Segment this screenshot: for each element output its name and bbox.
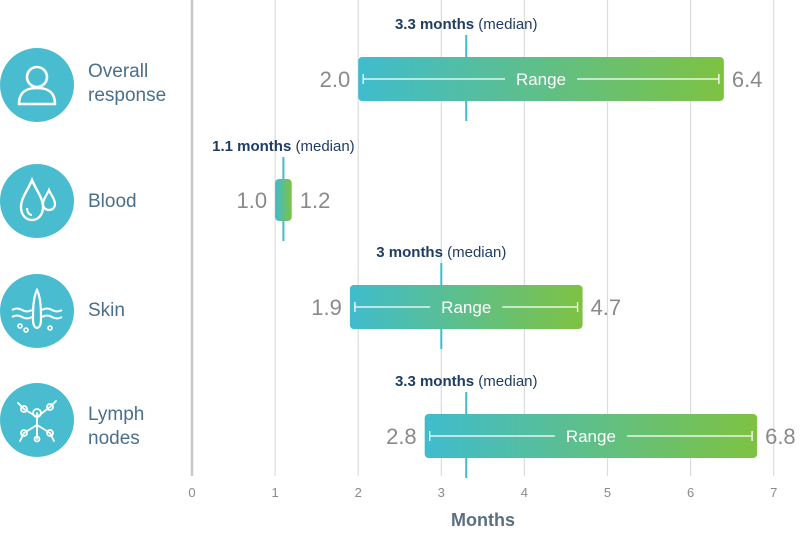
x-tick-label: 5 bbox=[604, 485, 611, 500]
row-label-lymph-nodes: Lymph nodes bbox=[88, 403, 198, 451]
range-text: Range bbox=[516, 70, 566, 89]
x-tick-label: 6 bbox=[687, 485, 694, 500]
skin-hair-follicle-icon bbox=[0, 274, 74, 348]
range-bar bbox=[358, 57, 724, 101]
row-label-overall-response: Overall response bbox=[88, 60, 198, 108]
blood-drops-icon bbox=[0, 164, 74, 238]
range-min-label: 1.9 bbox=[311, 295, 342, 320]
x-tick-label: 7 bbox=[770, 485, 777, 500]
row-label-line: response bbox=[88, 85, 167, 106]
row-label-line: Skin bbox=[88, 300, 125, 321]
lymph-nodes-icon bbox=[0, 383, 74, 457]
row-label-line: Overall bbox=[88, 61, 149, 82]
x-tick-label: 0 bbox=[188, 485, 195, 500]
x-axis-title: Months bbox=[451, 510, 515, 530]
x-tick-label: 4 bbox=[521, 485, 528, 500]
row-label-blood: Blood bbox=[88, 190, 198, 214]
range-text: Range bbox=[441, 298, 491, 317]
row-label-line: Lymph bbox=[88, 404, 145, 425]
row-label-skin: Skin bbox=[88, 299, 198, 323]
median-label: 1.1 months (median) bbox=[212, 138, 355, 155]
range-max-label: 6.8 bbox=[765, 424, 796, 449]
range-min-label: 2.0 bbox=[320, 67, 351, 92]
x-tick-label: 2 bbox=[355, 485, 362, 500]
range-max-label: 6.4 bbox=[732, 67, 763, 92]
range-bar bbox=[424, 414, 758, 458]
range-max-label: 4.7 bbox=[591, 295, 622, 320]
range-bar bbox=[349, 285, 583, 329]
median-label: 3.3 months (median) bbox=[395, 373, 538, 390]
range-bar-group: Range 1.9 4.7 3 months (median) bbox=[311, 244, 621, 349]
range-min-label: 2.8 bbox=[386, 424, 417, 449]
row-label-line: Blood bbox=[88, 191, 137, 212]
x-tick-label: 1 bbox=[271, 485, 278, 500]
person-icon bbox=[0, 48, 74, 122]
range-bar-group: Range 2.0 6.4 3.3 months (median) bbox=[320, 16, 763, 121]
row-label-line: nodes bbox=[88, 428, 140, 449]
x-tick-label: 3 bbox=[438, 485, 445, 500]
range-bar-group: 1.0 1.2 1.1 months (median) bbox=[212, 138, 355, 241]
median-label: 3.3 months (median) bbox=[395, 16, 538, 33]
range-max-label: 1.2 bbox=[300, 188, 331, 213]
range-bar-group: Range 2.8 6.8 3.3 months (median) bbox=[386, 373, 796, 478]
median-label: 3 months (median) bbox=[376, 244, 506, 261]
range-min-label: 1.0 bbox=[237, 188, 268, 213]
range-bar bbox=[275, 179, 292, 221]
range-text: Range bbox=[566, 427, 616, 446]
